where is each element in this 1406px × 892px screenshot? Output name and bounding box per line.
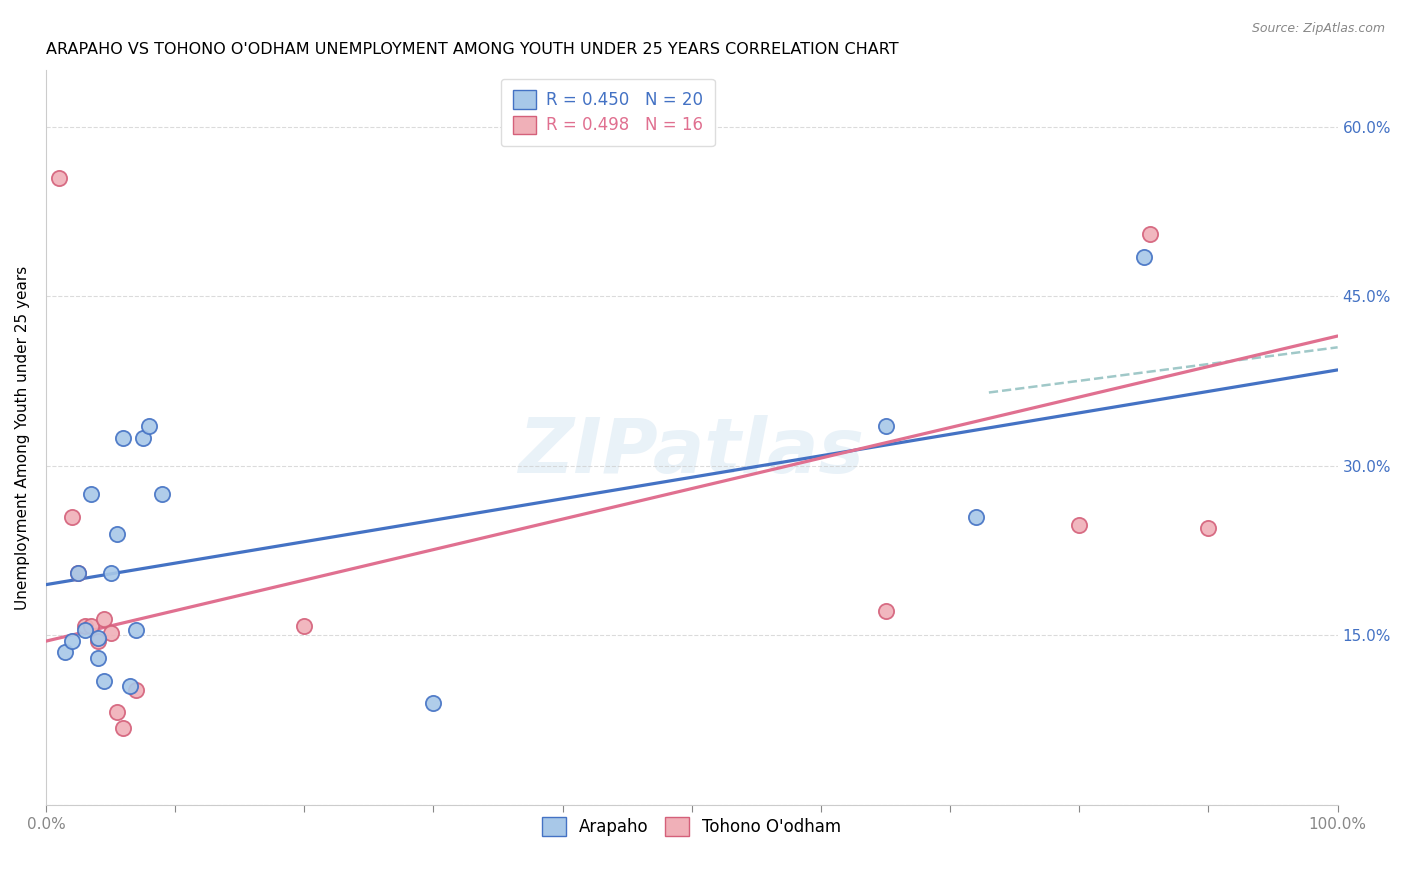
- Point: [112, 431, 135, 445]
- Legend: Arapaho, Tohono O'odham: Arapaho, Tohono O'odham: [534, 809, 849, 845]
- Point: [1133, 250, 1156, 264]
- Point: [80, 619, 103, 633]
- Point: [138, 419, 160, 434]
- Point: [965, 509, 987, 524]
- Point: [86, 631, 108, 645]
- Point: [1069, 517, 1091, 532]
- Point: [875, 419, 897, 434]
- Point: [53, 645, 76, 659]
- Point: [80, 487, 103, 501]
- Point: [105, 526, 128, 541]
- Point: [125, 682, 148, 697]
- Point: [1198, 521, 1220, 535]
- Point: [100, 626, 122, 640]
- Y-axis label: Unemployment Among Youth under 25 years: Unemployment Among Youth under 25 years: [15, 266, 30, 610]
- Text: ZIPatlas: ZIPatlas: [519, 416, 865, 490]
- Point: [60, 634, 83, 648]
- Point: [1139, 227, 1161, 242]
- Point: [93, 673, 115, 688]
- Point: [422, 696, 444, 710]
- Point: [86, 651, 108, 665]
- Point: [150, 487, 173, 501]
- Point: [292, 619, 315, 633]
- Point: [118, 679, 141, 693]
- Point: [105, 706, 128, 720]
- Point: [93, 611, 115, 625]
- Point: [132, 431, 155, 445]
- Point: [100, 566, 122, 581]
- Text: ARAPAHO VS TOHONO O'ODHAM UNEMPLOYMENT AMONG YOUTH UNDER 25 YEARS CORRELATION CH: ARAPAHO VS TOHONO O'ODHAM UNEMPLOYMENT A…: [46, 42, 898, 57]
- Point: [125, 623, 148, 637]
- Point: [112, 721, 135, 735]
- Text: Source: ZipAtlas.com: Source: ZipAtlas.com: [1251, 22, 1385, 36]
- Point: [67, 566, 90, 581]
- Point: [67, 566, 90, 581]
- Point: [73, 623, 96, 637]
- Point: [875, 604, 897, 618]
- Point: [86, 634, 108, 648]
- Point: [60, 509, 83, 524]
- Point: [48, 170, 70, 185]
- Point: [73, 619, 96, 633]
